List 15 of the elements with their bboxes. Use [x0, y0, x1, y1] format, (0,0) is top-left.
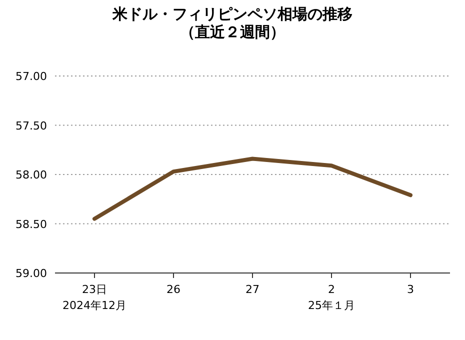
y-tick-label: 57.50: [16, 119, 47, 132]
x-tick-label: 26: [166, 283, 180, 296]
y-tick-label: 58.00: [16, 168, 47, 182]
chart-title: 米ドル・フィリピンペソ相場の推移: [112, 5, 352, 23]
x-tick-label: 27: [246, 283, 260, 296]
x-tick-label: 23日: [82, 283, 107, 296]
y-tick-label: 59.00: [16, 267, 47, 280]
y-tick-label: 57.00: [16, 70, 47, 83]
text: 2024年12月: [62, 299, 126, 312]
y-tick-label: 58.50: [16, 218, 47, 231]
line-series: [92, 156, 412, 221]
x-tick-label: 3: [407, 283, 414, 296]
x-tick-label: 2: [328, 283, 335, 296]
chart-subtitle: （直近２週間）: [180, 23, 285, 41]
text: 25年１月: [308, 299, 355, 312]
